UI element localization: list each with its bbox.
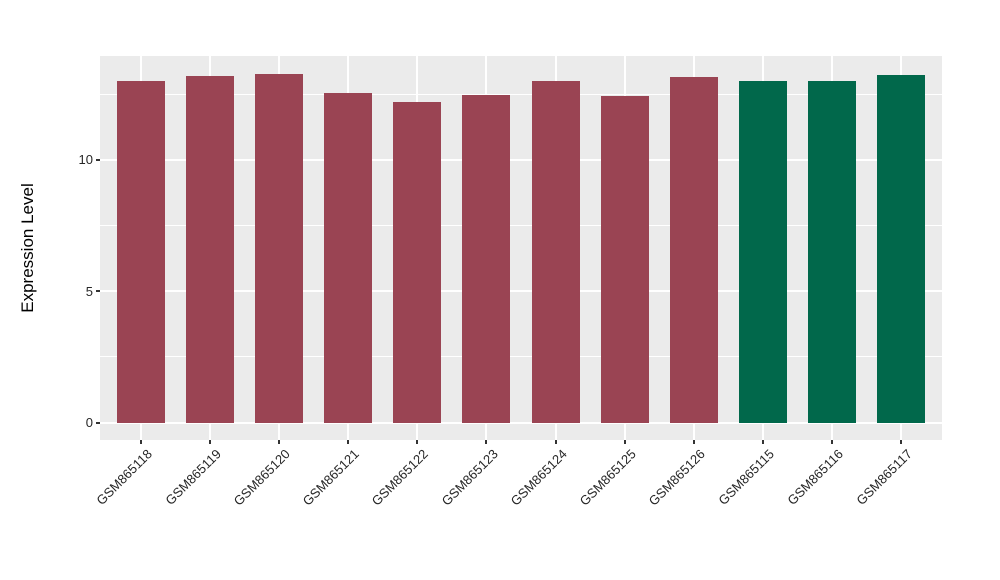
- bar-GSM865121: [324, 93, 373, 423]
- y-axis-title: Expression Level: [18, 183, 37, 313]
- minor-gridline-y-12.5: [100, 93, 942, 95]
- x-tick-mark-GSM865123: [485, 440, 488, 444]
- minor-gridline-y-2.5: [100, 356, 942, 358]
- x-tick-label-GSM865126: GSM865126: [645, 446, 708, 509]
- y-tick-label-5: 5: [85, 283, 93, 299]
- bar-GSM865118: [117, 80, 166, 423]
- y-tick-mark-0: [96, 421, 100, 424]
- x-tick-mark-GSM865118: [140, 440, 143, 444]
- x-tick-label-GSM865117: GSM865117: [852, 446, 915, 508]
- x-tick-label-GSM865121: GSM865121: [300, 446, 363, 509]
- bar-GSM865125: [600, 96, 649, 423]
- x-tick-label-GSM865115: GSM865115: [714, 446, 777, 508]
- y-tick-mark-5: [96, 290, 100, 293]
- x-tick-mark-GSM865120: [278, 440, 281, 444]
- plot-panel: [100, 56, 942, 440]
- major-gridline-y-0: [100, 421, 942, 424]
- x-tick-mark-GSM865119: [209, 440, 212, 444]
- major-gridline-y-5: [100, 290, 942, 293]
- bar-GSM865124: [531, 80, 580, 423]
- x-tick-mark-GSM865116: [830, 440, 833, 444]
- bar-GSM865123: [462, 94, 511, 423]
- bar-GSM865115: [738, 81, 787, 423]
- x-tick-label-GSM865119: GSM865119: [162, 446, 225, 508]
- x-tick-label-GSM865118: GSM865118: [93, 446, 156, 508]
- bar-GSM865126: [669, 77, 718, 423]
- x-tick-label-GSM865124: GSM865124: [507, 446, 570, 509]
- x-tick-label-GSM865116: GSM865116: [783, 446, 846, 508]
- x-tick-mark-GSM865115: [761, 440, 764, 444]
- major-gridline-y-10: [100, 158, 942, 161]
- x-tick-label-GSM865122: GSM865122: [369, 446, 432, 509]
- bar-GSM865117: [876, 74, 925, 423]
- y-tick-label-10: 10: [78, 152, 93, 168]
- bar-GSM865122: [393, 102, 442, 423]
- x-tick-label-GSM865120: GSM865120: [231, 446, 294, 509]
- bar-GSM865119: [186, 75, 235, 423]
- bar-GSM865116: [807, 80, 856, 423]
- y-tick-mark-10: [96, 158, 100, 161]
- x-tick-label-GSM865125: GSM865125: [576, 446, 639, 509]
- x-tick-mark-GSM865126: [692, 440, 695, 444]
- bar-GSM865120: [255, 73, 304, 423]
- x-tick-mark-GSM865121: [347, 440, 350, 444]
- minor-gridline-y-7.5: [100, 225, 942, 227]
- y-tick-label-0: 0: [85, 415, 93, 431]
- x-tick-mark-GSM865124: [554, 440, 557, 444]
- x-tick-mark-GSM865117: [899, 440, 902, 444]
- x-tick-mark-GSM865125: [623, 440, 626, 444]
- x-tick-label-GSM865123: GSM865123: [438, 446, 501, 509]
- x-tick-mark-GSM865122: [416, 440, 419, 444]
